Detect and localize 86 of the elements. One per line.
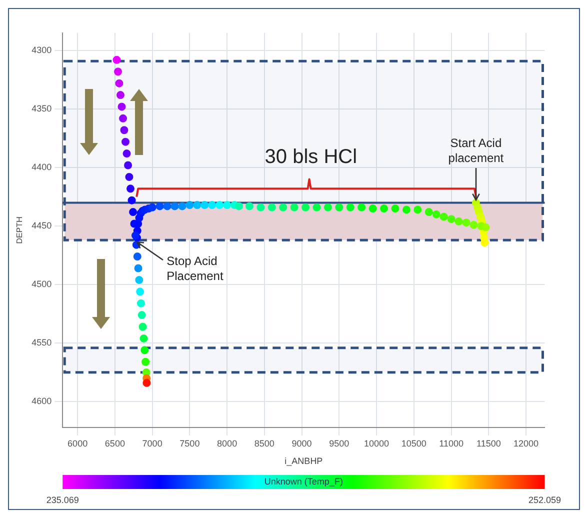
point — [136, 288, 144, 296]
x-tick-label: 8500 — [254, 438, 274, 448]
point — [118, 102, 126, 111]
point — [156, 202, 164, 210]
x-tick-label: 10000 — [364, 438, 390, 448]
point — [324, 203, 332, 212]
x-axis-title: i_ANBHP — [284, 456, 323, 466]
point — [424, 208, 433, 216]
y-tick-label: 4500 — [32, 279, 52, 290]
point — [122, 150, 131, 158]
point — [223, 201, 232, 210]
point — [120, 126, 128, 134]
point — [142, 378, 151, 387]
point — [115, 79, 124, 88]
point — [208, 201, 216, 210]
annotation: Stop Acid Placement — [166, 254, 224, 284]
point — [170, 202, 179, 210]
x-tick-label: 7000 — [142, 438, 162, 448]
point — [470, 220, 478, 229]
point — [121, 138, 130, 146]
point — [391, 204, 400, 213]
point — [312, 203, 321, 212]
point — [335, 203, 344, 212]
point — [138, 322, 147, 331]
point — [380, 204, 388, 213]
point — [125, 172, 134, 181]
point — [290, 203, 298, 212]
point — [432, 210, 440, 218]
x-tick-label: 11500 — [476, 438, 501, 448]
point — [142, 358, 150, 366]
y-tick-label: 4400 — [32, 162, 52, 172]
x-tick-label: 6000 — [68, 438, 88, 448]
point — [114, 68, 122, 76]
x-tick-label: 7500 — [180, 438, 200, 448]
point — [200, 201, 209, 210]
point — [235, 202, 244, 210]
point — [482, 223, 490, 232]
y-tick-label: 4350 — [32, 104, 52, 114]
annotation: 30 bls HCl — [264, 144, 358, 169]
y-tick-label: 4300 — [32, 45, 52, 56]
y-tick-label: 4550 — [32, 338, 52, 348]
point — [402, 206, 410, 214]
point — [414, 206, 422, 214]
point — [193, 201, 202, 210]
point — [116, 91, 124, 100]
y-tick-label: 4450 — [32, 220, 52, 231]
point — [447, 215, 456, 224]
point — [119, 114, 128, 122]
point — [186, 201, 194, 210]
x-tick-label: 9000 — [292, 438, 312, 448]
color-bar-label: 235.069 — [46, 494, 79, 505]
point — [148, 203, 156, 212]
point — [133, 252, 142, 261]
point — [302, 203, 310, 212]
x-tick-label: 11000 — [439, 438, 464, 448]
point — [268, 203, 276, 212]
x-tick-label: 9500 — [329, 438, 350, 448]
point — [245, 202, 254, 210]
point — [112, 56, 121, 64]
point — [136, 299, 145, 308]
point — [440, 212, 448, 221]
color-bar-title: Unknown (Temp_F) — [264, 476, 343, 486]
point — [134, 264, 142, 272]
point — [132, 231, 140, 240]
color-bar-label: 252.059 — [528, 494, 562, 505]
point — [140, 334, 148, 342]
y-axis-title: DEPTH — [15, 216, 24, 244]
point — [126, 184, 134, 193]
point — [163, 202, 172, 210]
point — [346, 203, 354, 212]
y-tick-label: 4600 — [32, 396, 52, 406]
point — [256, 203, 265, 212]
annotation: Start Acid placement — [447, 136, 505, 166]
point — [124, 161, 132, 170]
x-tick-label: 6500 — [104, 438, 125, 448]
point — [140, 346, 149, 354]
x-tick-label: 10500 — [401, 438, 426, 448]
point — [128, 196, 136, 204]
point — [129, 208, 138, 216]
point — [216, 201, 224, 210]
point — [135, 276, 144, 284]
x-tick-label: 8000 — [217, 438, 238, 448]
point — [462, 218, 470, 227]
point — [358, 203, 366, 212]
point — [138, 311, 146, 320]
x-tick-label: 12000 — [514, 438, 539, 448]
